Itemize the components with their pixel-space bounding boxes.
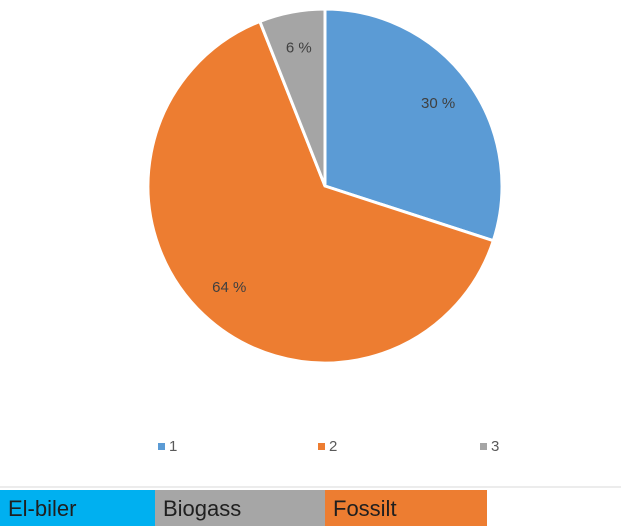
- legend-marker: [318, 443, 325, 450]
- legend-label: 3: [491, 438, 499, 455]
- data-label: 64 %: [212, 279, 246, 296]
- table-cell-text: El-biler: [8, 496, 76, 521]
- table-cell: [325, 490, 487, 526]
- data-label: 30 %: [421, 95, 455, 112]
- table-cell: [0, 490, 155, 526]
- legend-marker: [158, 443, 165, 450]
- data-label: 6 %: [286, 40, 312, 57]
- table-cell-text: Biogass: [163, 496, 241, 521]
- pie-slice: [257, 7, 327, 187]
- pie-slice: [323, 7, 504, 243]
- pie-slice: [146, 19, 496, 365]
- legend-label: 2: [329, 438, 337, 455]
- table-cell-text: Fossilt: [333, 496, 397, 521]
- table-cell: [155, 490, 325, 526]
- legend-marker: [480, 443, 487, 450]
- legend-label: 1: [169, 438, 177, 455]
